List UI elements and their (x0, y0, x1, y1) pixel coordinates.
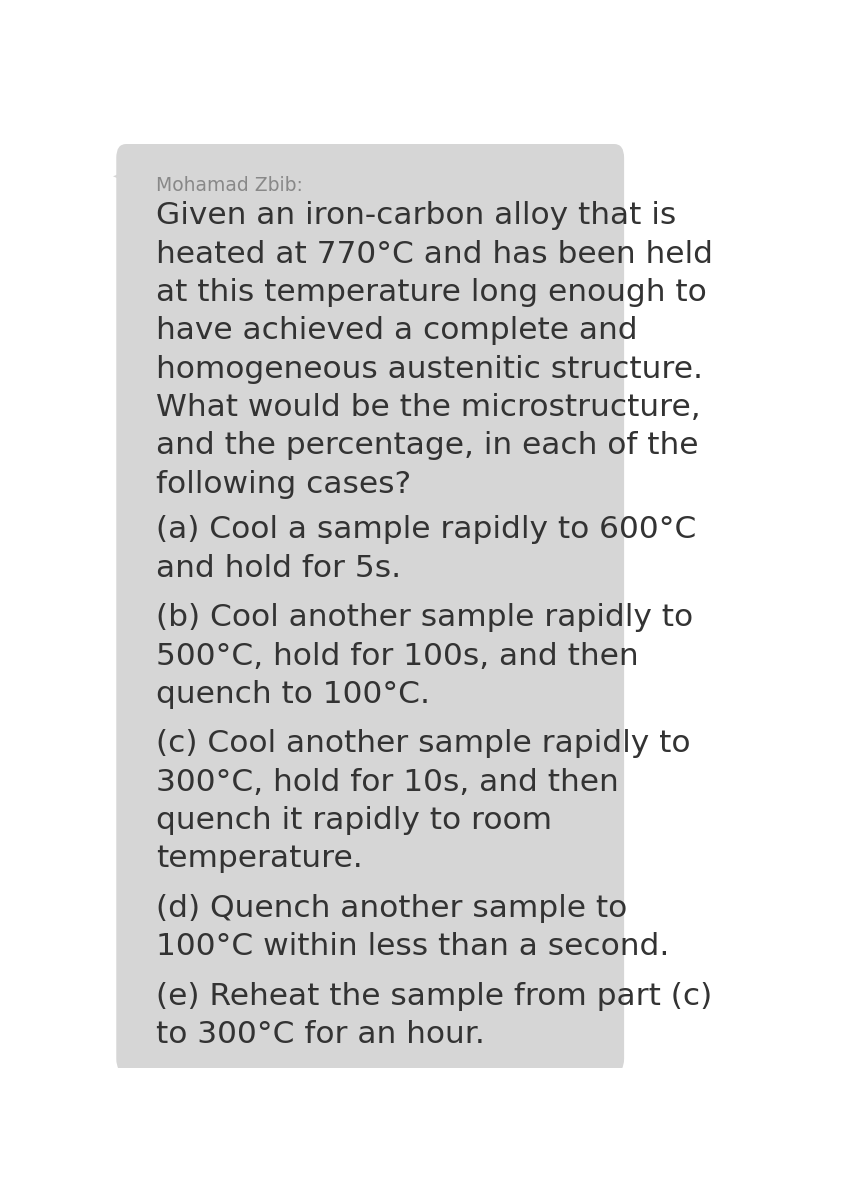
Text: (d) Quench another sample to: (d) Quench another sample to (156, 894, 627, 923)
Text: Mohamad Zbib:: Mohamad Zbib: (156, 176, 303, 196)
Text: 300°C, hold for 10s, and then: 300°C, hold for 10s, and then (156, 768, 619, 797)
Text: and hold for 5s.: and hold for 5s. (156, 553, 401, 583)
FancyBboxPatch shape (117, 144, 624, 1073)
Text: (b) Cool another sample rapidly to: (b) Cool another sample rapidly to (156, 604, 693, 632)
Text: (e) Reheat the sample from part (c): (e) Reheat the sample from part (c) (156, 982, 712, 1010)
Text: heated at 770°C and has been held: heated at 770°C and has been held (156, 240, 713, 269)
Text: quench it rapidly to room: quench it rapidly to room (156, 806, 551, 835)
Text: following cases?: following cases? (156, 469, 411, 499)
Text: (c) Cool another sample rapidly to: (c) Cool another sample rapidly to (156, 730, 690, 758)
Text: have achieved a complete and: have achieved a complete and (156, 317, 637, 346)
Text: 100°C within less than a second.: 100°C within less than a second. (156, 932, 669, 961)
Text: What would be the microstructure,: What would be the microstructure, (156, 394, 700, 422)
Text: at this temperature long enough to: at this temperature long enough to (156, 278, 706, 307)
Text: Given an iron-carbon alloy that is: Given an iron-carbon alloy that is (156, 202, 676, 230)
Text: to 300°C for an hour.: to 300°C for an hour. (156, 1020, 485, 1049)
Polygon shape (113, 167, 136, 186)
Text: quench to 100°C.: quench to 100°C. (156, 680, 430, 709)
Text: homogeneous austenitic structure.: homogeneous austenitic structure. (156, 355, 703, 384)
Text: (a) Cool a sample rapidly to 600°C: (a) Cool a sample rapidly to 600°C (156, 516, 696, 545)
Text: and the percentage, in each of the: and the percentage, in each of the (156, 431, 699, 461)
Text: temperature.: temperature. (156, 845, 363, 874)
Text: 500°C, hold for 100s, and then: 500°C, hold for 100s, and then (156, 642, 638, 671)
